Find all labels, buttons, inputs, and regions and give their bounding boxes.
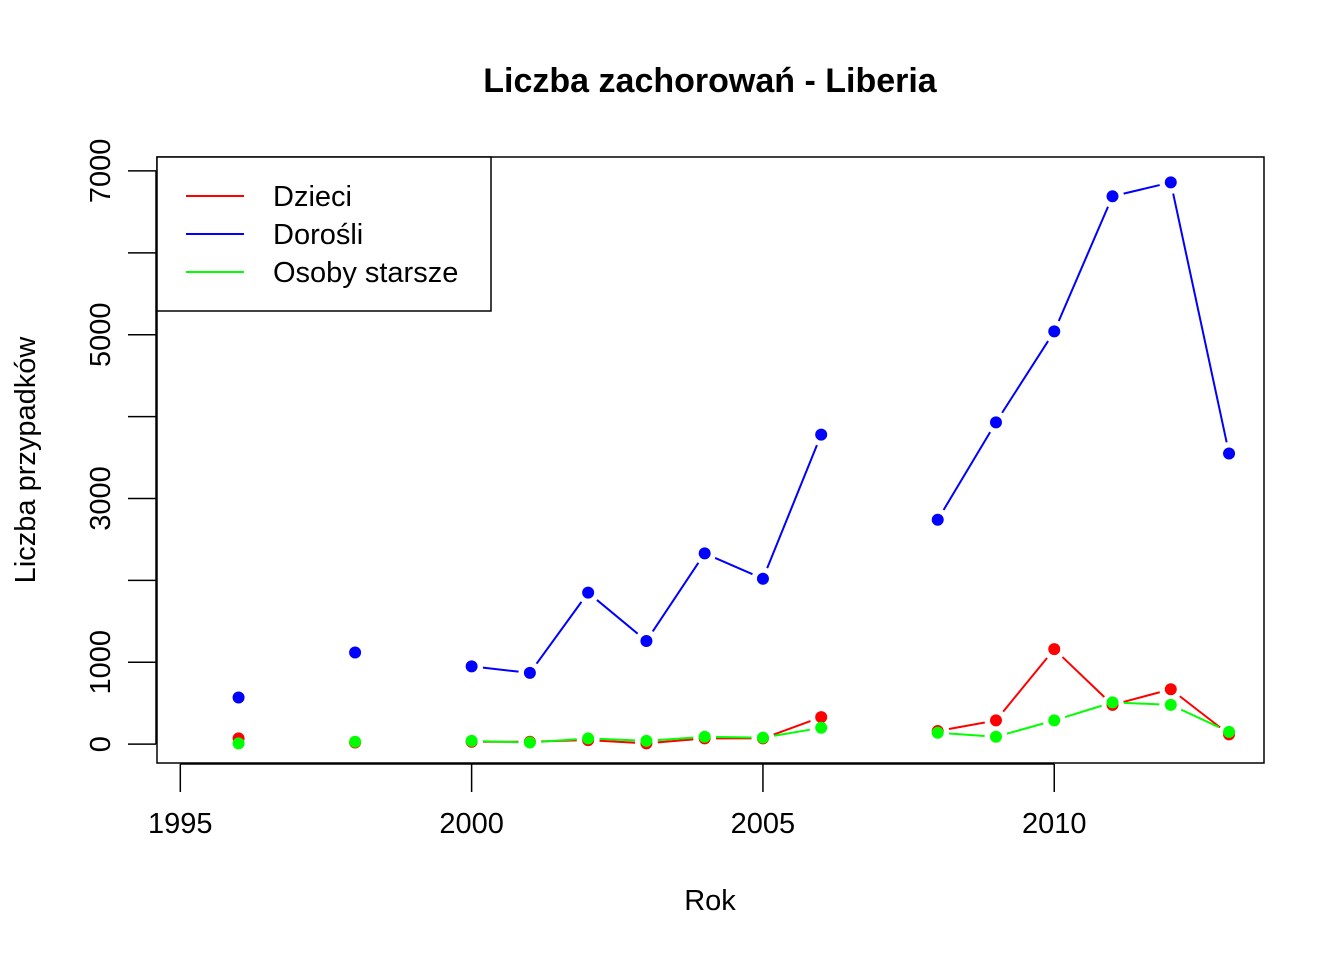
data-point xyxy=(1164,698,1177,711)
data-point xyxy=(232,737,245,750)
y-tick-label: 7000 xyxy=(85,139,117,204)
series-0 xyxy=(232,643,1236,750)
data-point xyxy=(1106,190,1119,203)
x-tick-label: 2010 xyxy=(1022,808,1087,840)
data-point xyxy=(1164,176,1177,189)
data-point xyxy=(931,726,944,739)
data-point xyxy=(698,547,711,560)
series-line-segment xyxy=(1123,184,1160,195)
data-point xyxy=(349,735,362,748)
series-line-segment xyxy=(1172,193,1228,443)
y-axis-label: Liczba przypadków xyxy=(10,336,42,584)
data-point xyxy=(582,732,595,745)
series-line-segment xyxy=(774,728,811,737)
data-point xyxy=(465,660,478,673)
data-point xyxy=(1048,714,1061,727)
data-point xyxy=(989,416,1002,429)
series-line-segment xyxy=(1179,695,1221,729)
data-point xyxy=(756,572,769,585)
data-point xyxy=(523,666,536,679)
series-line-segment xyxy=(657,738,694,744)
data-point xyxy=(1048,325,1061,338)
legend: Dzieci Dorośli Osoby starsze xyxy=(156,156,492,312)
legend-label: Osoby starsze xyxy=(273,257,458,289)
plot-frame xyxy=(156,156,1265,764)
series-line-segment xyxy=(541,738,577,743)
chart-title: Liczba zachorowań - Liberia xyxy=(483,62,938,100)
series-line-segment xyxy=(1061,656,1105,698)
data-point xyxy=(232,691,245,704)
y-axis: 0 1000 3000 5000 7000 xyxy=(85,139,157,752)
series-line-segment xyxy=(482,666,519,673)
y-tick-label: 5000 xyxy=(85,302,117,367)
data-point xyxy=(989,714,1002,727)
data-point xyxy=(931,513,944,526)
series-line-segment xyxy=(535,601,583,665)
series-line-segment xyxy=(948,721,985,730)
data-point xyxy=(349,646,362,659)
x-axis: 1995 2000 2005 2010 xyxy=(148,763,1087,840)
series-line-segment xyxy=(942,431,991,511)
y-tick-label: 1000 xyxy=(85,630,117,695)
data-point xyxy=(1164,683,1177,696)
y-tick-label: 0 xyxy=(85,736,117,752)
series-line-segment xyxy=(657,736,694,742)
series-line-segment xyxy=(651,562,700,633)
data-point xyxy=(523,736,536,749)
series-line-segment xyxy=(773,720,811,736)
data-point xyxy=(1048,643,1061,656)
x-tick-label: 2000 xyxy=(439,808,504,840)
series-line-segment xyxy=(949,732,985,737)
data-point xyxy=(989,730,1002,743)
series-line-segment xyxy=(599,737,636,742)
data-point xyxy=(640,634,653,647)
series-line-segment xyxy=(714,556,753,576)
y-tick-label: 3000 xyxy=(85,466,117,531)
series-2 xyxy=(232,696,1236,750)
data-point xyxy=(1223,725,1236,738)
legend-label: Dzieci xyxy=(273,181,352,213)
series-line-segment xyxy=(766,444,818,569)
data-point xyxy=(698,730,711,743)
data-point xyxy=(815,721,828,734)
series-line-segment xyxy=(1123,701,1160,706)
data-point xyxy=(465,734,478,747)
series-1 xyxy=(232,176,1236,704)
series-line-segment xyxy=(596,599,639,635)
series-line-segment xyxy=(1180,708,1220,728)
x-tick-label: 2005 xyxy=(731,808,796,840)
legend-label: Dorośli xyxy=(273,219,363,251)
series-line-segment xyxy=(482,740,519,744)
data-point xyxy=(756,731,769,744)
x-axis-label: Rok xyxy=(684,885,736,917)
data-point xyxy=(815,711,828,724)
series-line-segment xyxy=(1002,657,1048,713)
series-line-segment xyxy=(1057,206,1109,322)
data-point xyxy=(640,734,653,747)
data-point xyxy=(1223,447,1236,460)
data-point xyxy=(582,586,595,599)
series-line-segment xyxy=(1006,722,1044,735)
data-point xyxy=(1106,696,1119,709)
series-layer xyxy=(232,176,1236,750)
data-point xyxy=(815,428,828,441)
series-line-segment xyxy=(1064,704,1102,719)
series-line-segment xyxy=(599,739,636,744)
series-line-segment xyxy=(1001,340,1049,414)
series-line-segment xyxy=(1123,691,1161,703)
x-tick-label: 1995 xyxy=(148,808,213,840)
